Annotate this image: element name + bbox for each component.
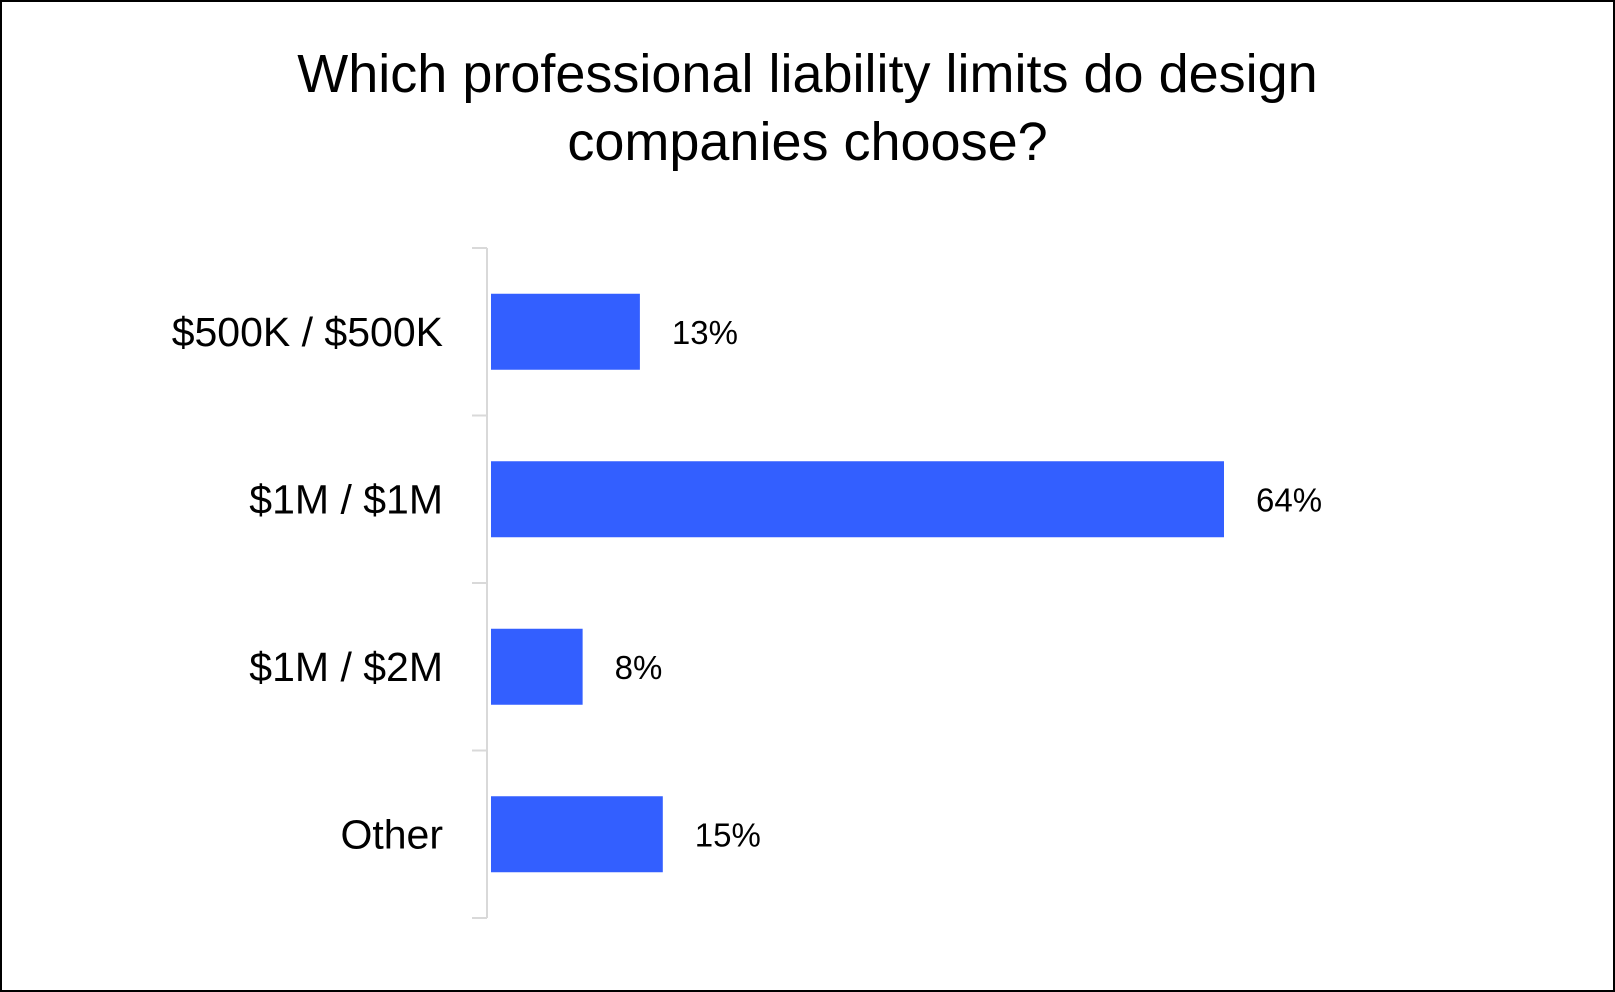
bar — [491, 628, 583, 705]
category-label: $500K / $500K — [172, 309, 443, 355]
data-label: 15% — [695, 816, 761, 853]
chart-title: Which professional liability limits do d… — [2, 40, 1613, 176]
category-label: $1M / $1M — [249, 476, 443, 522]
bar — [491, 293, 640, 370]
data-label: 64% — [1256, 481, 1322, 518]
data-label: 8% — [615, 649, 663, 686]
category-label: Other — [340, 811, 443, 857]
data-label: 13% — [672, 314, 738, 351]
bar — [491, 461, 1224, 538]
chart-title-line-1: Which professional liability limits do d… — [297, 44, 1318, 104]
chart-title-line-2: companies choose? — [567, 112, 1048, 172]
category-label: $1M / $2M — [249, 644, 443, 690]
bar — [491, 796, 663, 873]
